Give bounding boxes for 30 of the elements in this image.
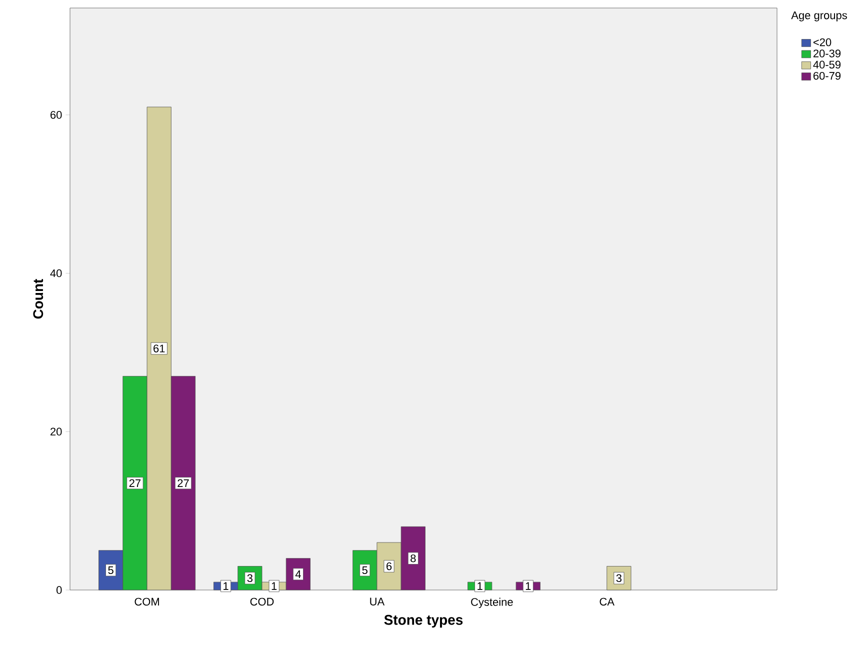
data-label: 27 [129,479,141,487]
legend-label: 20-39 [813,50,841,58]
y-tick-label: 0 [56,586,62,594]
data-label: 4 [295,570,301,578]
data-label: 27 [178,479,189,487]
data-label: 1 [272,582,277,590]
legend-label: 40-59 [813,60,841,69]
data-label: 1 [478,582,482,590]
legend-label: 60-79 [813,72,841,80]
y-tick-label: 20 [50,428,62,436]
y-tick-label: 60 [50,111,62,119]
y-tick-label: 40 [50,269,62,278]
x-tick-label: COD [250,598,274,606]
data-label: 5 [108,566,114,574]
data-label: 1 [526,582,531,590]
legend-title: Age groups [791,12,847,22]
data-label: 3 [247,574,252,582]
x-axis-title: Stone types [384,614,463,628]
data-label: 8 [410,554,416,562]
data-label: 3 [616,574,622,582]
data-label: 61 [154,344,165,352]
x-tick-label: CA [600,598,614,606]
x-tick-label: COM [134,598,159,606]
data-label: 6 [386,562,392,570]
x-tick-label: Cysteine [471,598,513,608]
data-label: 5 [362,566,368,574]
y-axis-title: Count [33,278,44,319]
data-label: 1 [224,582,228,590]
x-tick-label: UA [370,598,385,606]
legend-label: <20 [813,38,832,46]
